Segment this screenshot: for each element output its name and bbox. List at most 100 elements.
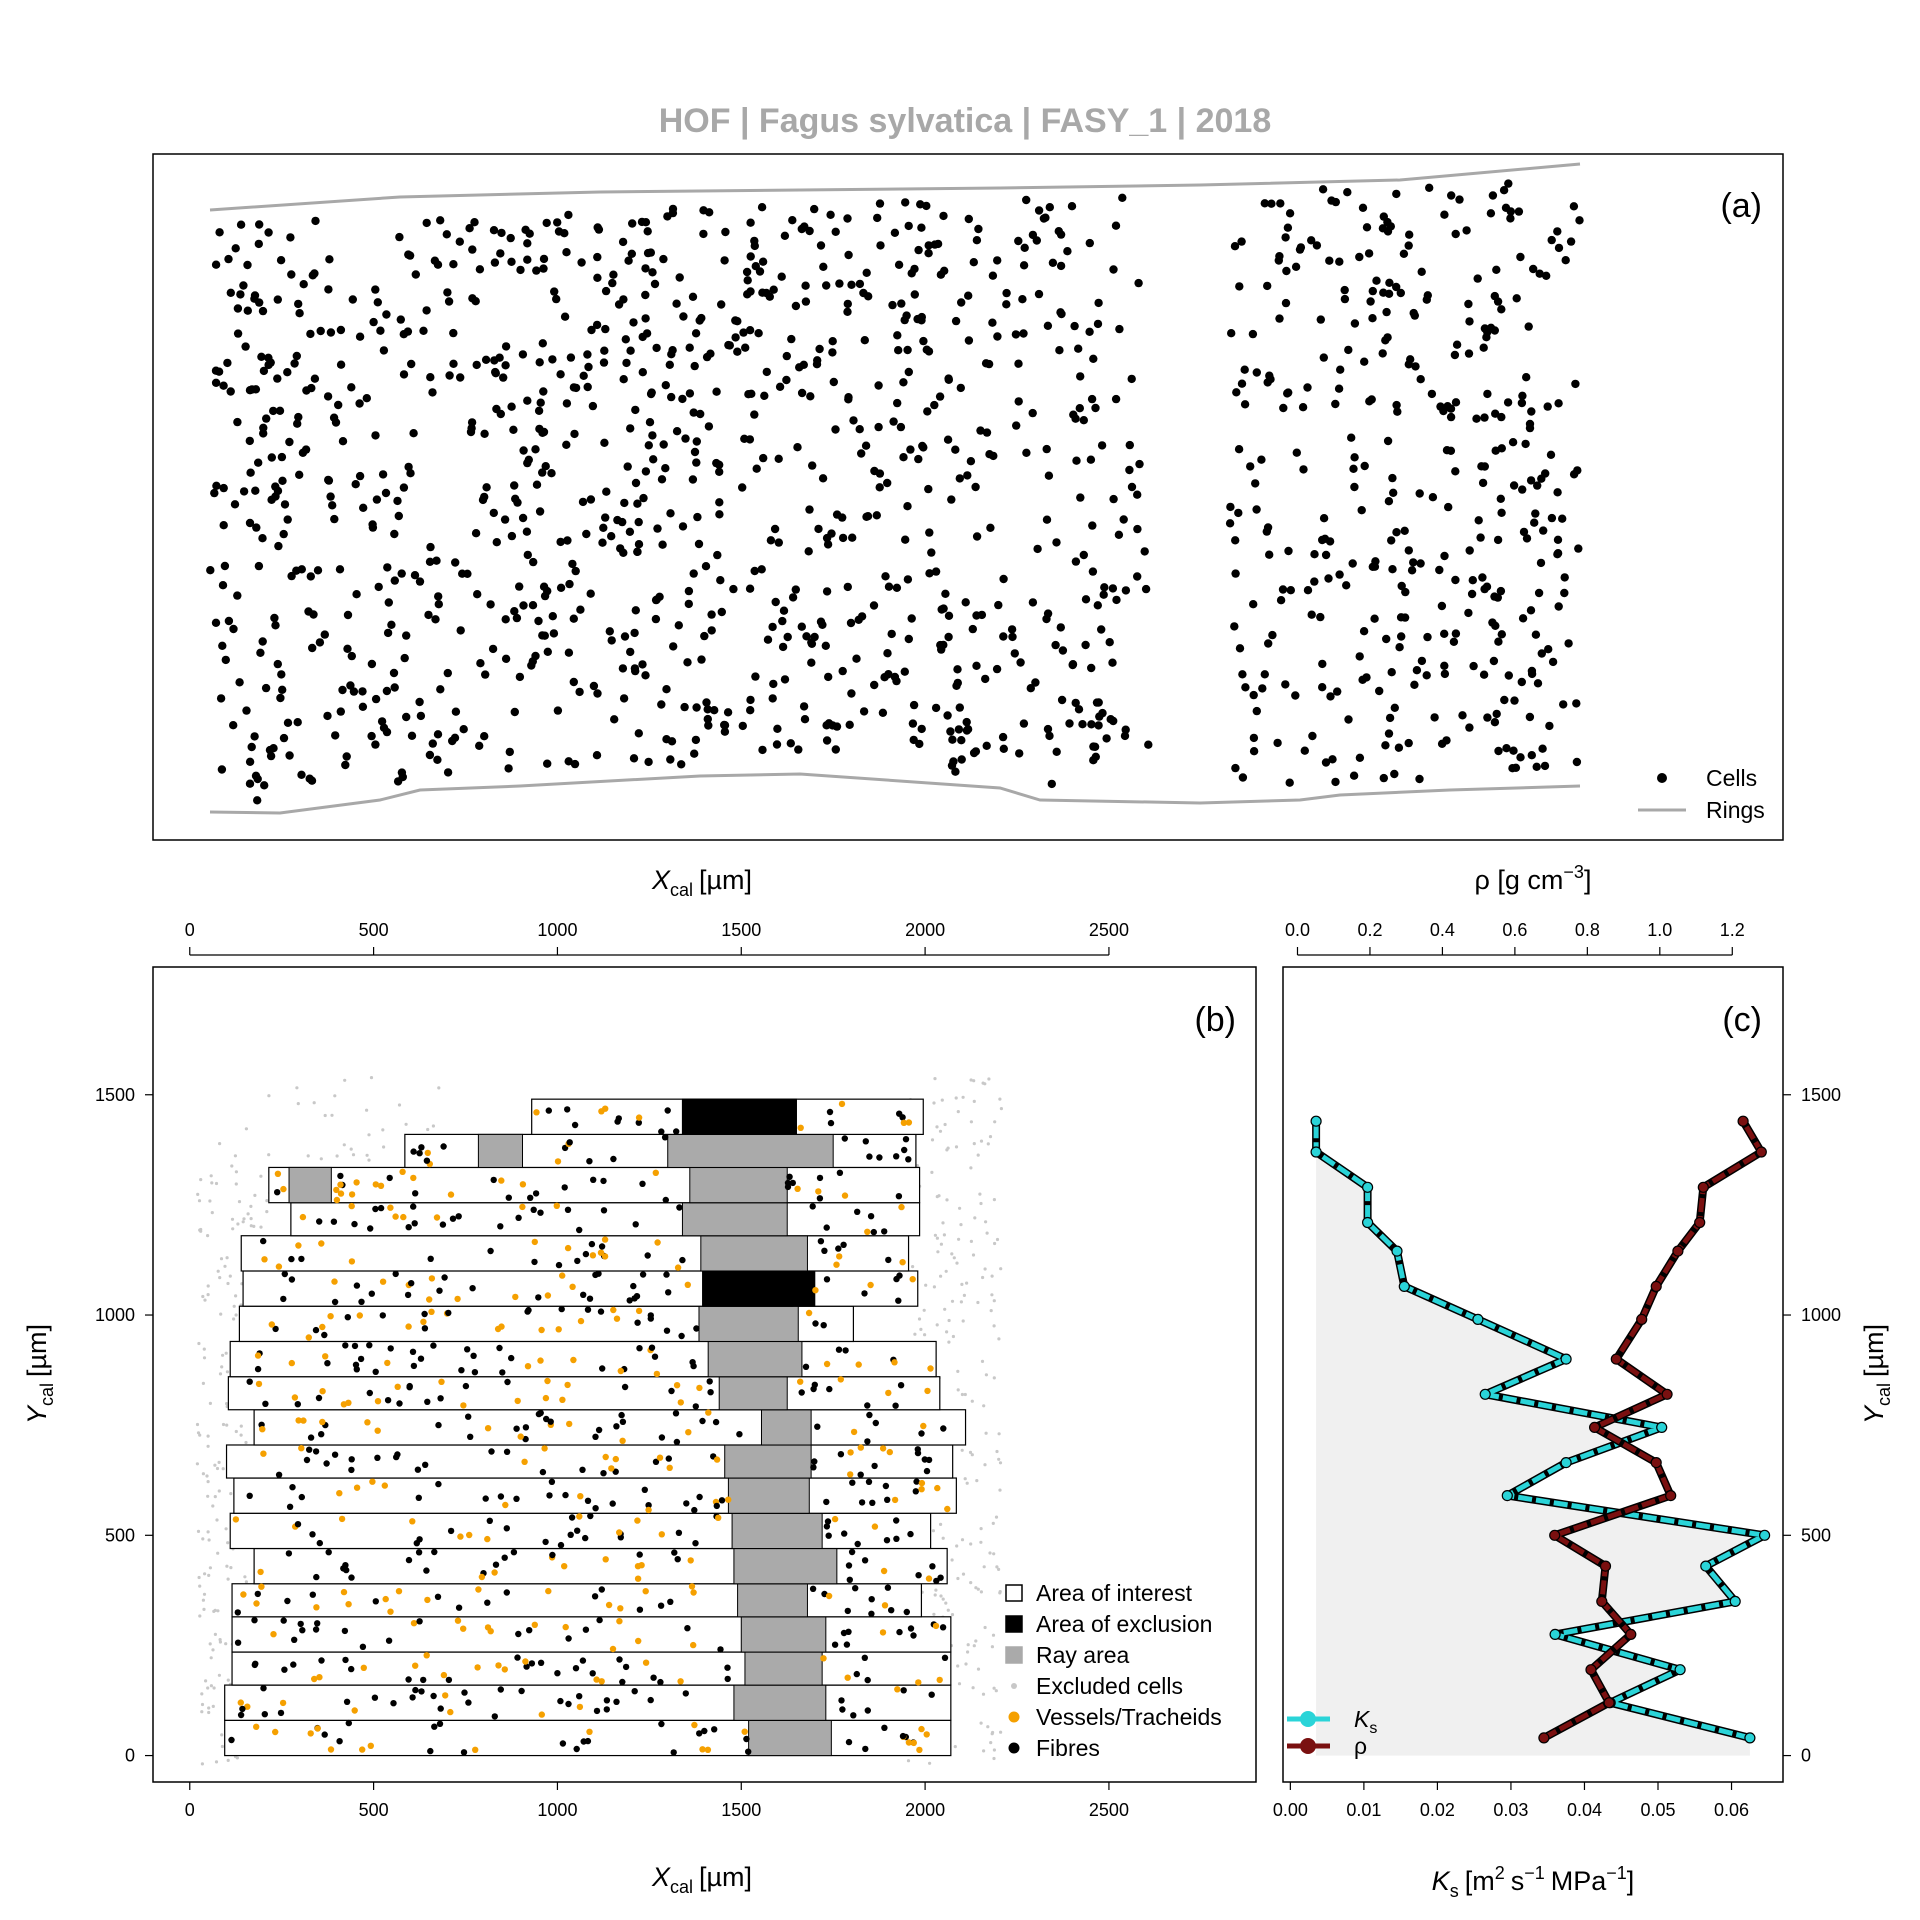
cell xyxy=(295,309,304,318)
ray-area xyxy=(731,1512,823,1550)
fibre-cell xyxy=(260,1685,267,1692)
fibre-cell xyxy=(345,1719,352,1727)
fibre-cell xyxy=(274,1189,281,1196)
cell xyxy=(1575,216,1584,225)
excluded-cell xyxy=(933,1233,938,1237)
fibre-cell xyxy=(441,1274,448,1281)
cell xyxy=(396,315,405,324)
vessel-cell xyxy=(918,1725,925,1733)
cell xyxy=(518,350,528,359)
cell xyxy=(1321,550,1331,560)
legend-rings-label: Rings xyxy=(1706,797,1765,823)
fibre-cell xyxy=(893,1517,900,1524)
fibre-cell xyxy=(905,1156,912,1163)
vessel-cell xyxy=(554,1158,562,1165)
cell xyxy=(1526,606,1536,615)
cell xyxy=(661,464,670,473)
cell xyxy=(667,737,677,746)
cell xyxy=(1056,308,1065,317)
cell xyxy=(1572,757,1582,767)
cell xyxy=(1525,712,1535,722)
excluded-cell xyxy=(200,1702,205,1707)
cell xyxy=(601,324,610,334)
cell xyxy=(1109,494,1118,504)
vessel-cell xyxy=(570,1356,577,1364)
cell xyxy=(669,642,678,651)
fibre-cell xyxy=(343,1698,351,1706)
cell xyxy=(1496,586,1506,596)
fibre-cell xyxy=(412,1190,419,1197)
fibre-cell xyxy=(598,1586,605,1593)
vessel-cell xyxy=(544,1377,551,1385)
cell xyxy=(302,386,311,395)
series-point xyxy=(1588,1421,1601,1434)
vessel-cell xyxy=(424,1596,431,1604)
cell xyxy=(1546,450,1556,459)
cell xyxy=(710,706,719,715)
cell xyxy=(692,703,701,712)
cell xyxy=(529,557,538,567)
excluded-cell xyxy=(224,1642,228,1646)
cell xyxy=(226,288,235,297)
excluded-cell xyxy=(259,1174,263,1178)
cell xyxy=(1342,581,1351,590)
cell xyxy=(1355,652,1364,661)
fibre-cell xyxy=(486,1517,493,1525)
fibre-cell xyxy=(845,1738,853,1746)
cell xyxy=(702,698,711,707)
cell xyxy=(786,739,795,748)
cell xyxy=(422,218,431,228)
cell xyxy=(930,400,939,410)
cell xyxy=(1230,622,1239,631)
cell xyxy=(626,424,635,433)
cell xyxy=(506,233,515,243)
fibre-cell xyxy=(652,1458,660,1466)
cell xyxy=(1400,526,1409,535)
fibre-cell xyxy=(595,1426,603,1434)
fibre-cell xyxy=(348,1456,355,1463)
fibre-cell xyxy=(809,1203,816,1210)
cell xyxy=(644,757,653,767)
fibre-cell xyxy=(626,1297,633,1304)
cell xyxy=(1028,408,1037,418)
vessel-cell xyxy=(348,1202,355,1210)
cell xyxy=(862,512,871,521)
cell xyxy=(1100,583,1109,592)
fibre-cell xyxy=(558,1305,565,1313)
cell xyxy=(646,248,655,257)
cell xyxy=(233,329,243,338)
cell xyxy=(393,496,402,506)
vessel-cell xyxy=(360,1664,367,1672)
cell xyxy=(715,510,724,519)
cell xyxy=(267,495,276,504)
cell xyxy=(451,707,461,716)
panel-c-bottom-xlabel-end: ] xyxy=(1627,1866,1635,1896)
fibre-cell xyxy=(297,1620,304,1628)
cell xyxy=(638,660,647,669)
vessel-cell xyxy=(340,1588,348,1596)
fibre-cell xyxy=(312,1626,320,1633)
panel-b: 0050050010001000150015002000200025002500… xyxy=(22,865,1257,1897)
cell xyxy=(236,220,246,229)
cell xyxy=(593,223,602,232)
cell xyxy=(565,579,574,589)
vessel-cell xyxy=(412,1662,419,1669)
cell xyxy=(613,515,622,525)
cell xyxy=(1087,663,1096,673)
cell xyxy=(993,332,1002,341)
x-tick-label-top: 500 xyxy=(359,920,389,940)
cell xyxy=(931,567,941,576)
cell xyxy=(657,700,666,709)
excluded-cell xyxy=(216,1269,220,1273)
vessel-cell xyxy=(521,1458,528,1466)
cell xyxy=(746,706,755,715)
cell xyxy=(874,422,883,432)
fibre-cell xyxy=(580,1291,587,1299)
panel-b-frame xyxy=(152,966,1257,1783)
cell xyxy=(1281,298,1291,308)
cell xyxy=(489,508,498,518)
fibre-cell xyxy=(421,1325,429,1332)
cell xyxy=(1544,645,1553,654)
area-of-interest xyxy=(225,1444,954,1479)
vessel-cell xyxy=(351,1707,358,1714)
